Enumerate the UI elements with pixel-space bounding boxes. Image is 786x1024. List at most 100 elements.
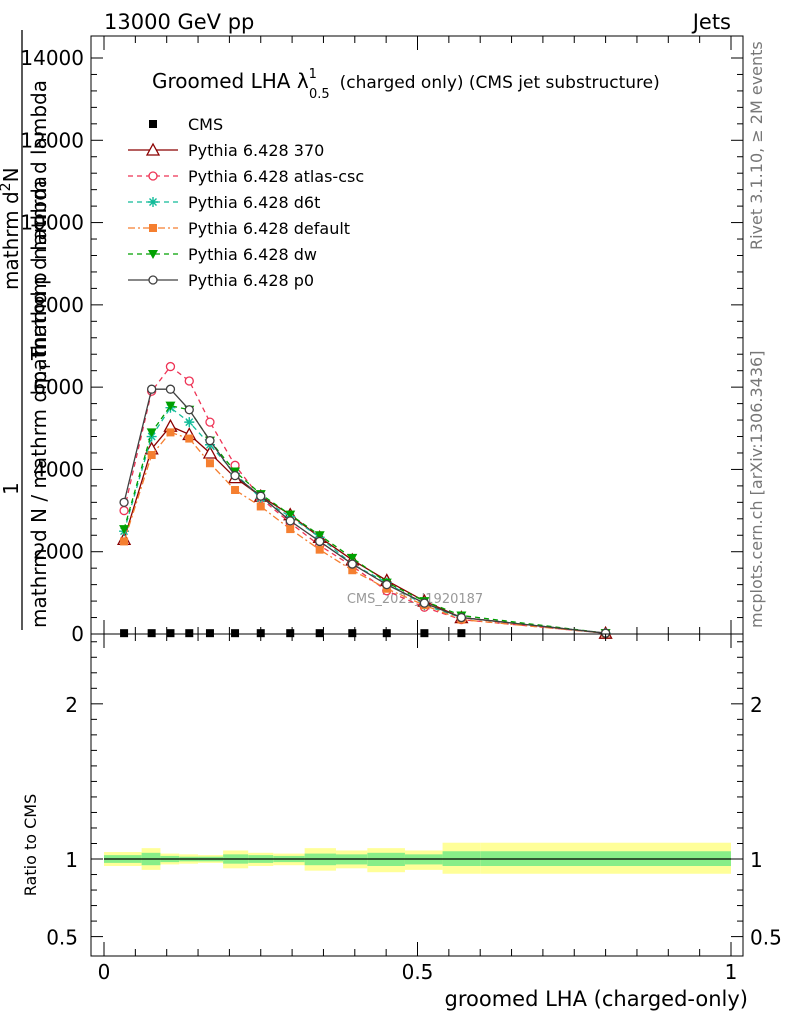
data-point-p0 [205, 435, 215, 446]
ytick-label: 0 [71, 622, 84, 646]
main-ylabel: 1 mathrm d N / mathrm d pT mathrm d lamb… [0, 30, 54, 630]
data-point-default [256, 502, 265, 511]
xtick-labels: 0 0.5 1 [98, 960, 738, 984]
header-right: Jets [691, 10, 731, 34]
legend-label-atlas_csc: Pythia 6.428 atlas-csc [188, 167, 364, 186]
data-point-p0 [147, 384, 157, 394]
watermark: CMS_2021_I1920187 [347, 592, 483, 607]
data-point-p0 [456, 612, 467, 623]
data-point-cms [231, 629, 240, 638]
data-point-d6t [184, 417, 195, 428]
legend-label-d6t: Pythia 6.428 d6t [188, 193, 320, 212]
data-point-cms [315, 629, 324, 638]
ylabel-sub-t: T [38, 362, 54, 372]
xtick-label: 0 [98, 960, 111, 984]
data-point-cms [166, 629, 175, 638]
ratio-ytick-label: 1 [65, 848, 78, 872]
data-point-default [348, 566, 357, 575]
title-sup: 1 [309, 67, 317, 82]
data-point-p0 [256, 491, 266, 501]
legend-label-p0: Pythia 6.428 p0 [188, 271, 314, 290]
data-point-p0 [315, 536, 325, 547]
data-point-cms [147, 629, 156, 638]
legend-entry-d6t: Pythia 6.428 d6t [128, 193, 320, 212]
legend-marker-atlas_csc [148, 171, 158, 181]
x-axis-label: groomed LHA (charged-only) [445, 987, 748, 1011]
series-line-dw [123, 404, 606, 634]
legend-label-p370: Pythia 6.428 370 [188, 141, 324, 160]
data-point-default [185, 434, 194, 443]
ratio-ytick-label-right: 2 [750, 693, 763, 717]
data-point-cms [457, 629, 466, 638]
main-ytick-labels: 0 2000 4000 6000 8000 10000 12000 14000 [20, 46, 84, 646]
data-point-p0 [382, 579, 392, 590]
data-point-dw [285, 510, 296, 520]
data-point-cms [120, 629, 129, 638]
data-point-cms [382, 629, 391, 638]
data-point-cms [185, 629, 194, 638]
data-point-cms [348, 629, 357, 638]
ratio-ytick-label-right: 1 [750, 848, 763, 872]
ylabel-one: 1 [0, 482, 23, 495]
main-panel: 0 2000 4000 6000 8000 10000 12000 14000 1 mathr… [0, 30, 744, 646]
data-point-p370 [202, 445, 218, 459]
ratio-axis-ticks [91, 634, 743, 956]
data-point-atlas_csc [119, 505, 129, 516]
data-point-p0 [285, 516, 295, 526]
legend-entry-default: Pythia 6.428 default [128, 219, 350, 238]
data-point-atlas_csc [165, 361, 176, 372]
legend-label-default: Pythia 6.428 default [188, 219, 350, 238]
ytick-label: 4000 [33, 457, 84, 481]
main-series [116, 361, 613, 639]
legend-entry-cms: CMS [149, 115, 223, 134]
ytick-label: 10000 [20, 211, 84, 235]
ytick-label: 6000 [33, 375, 84, 399]
ylabel-overlay-2: T [27, 347, 51, 361]
data-point-default [166, 428, 175, 437]
ytick-label: 14000 [20, 46, 84, 70]
rivet-label: Rivet 3.1.10, ≥ 2M events [747, 41, 766, 250]
data-point-dw [119, 525, 130, 535]
legend-marker-p0 [148, 275, 158, 285]
data-point-dw [347, 553, 358, 563]
data-point-p0 [165, 384, 176, 394]
ytick-label: 2000 [33, 540, 84, 564]
ytick-label: 12000 [20, 128, 84, 152]
ratio-ylabel: Ratio to CMS [21, 794, 40, 896]
data-point-dw [165, 401, 176, 411]
chart-title: Groomed LHA λ1 0.5(charged only) (CMS jet… [152, 67, 660, 102]
legend-entry-atlas_csc: Pythia 6.428 atlas-csc [128, 167, 364, 186]
legend-label-dw: Pythia 6.428 dw [188, 245, 317, 264]
data-point-dw [146, 428, 157, 438]
data-point-cms [205, 629, 214, 638]
ylabel-numerator: mathrm d2N [0, 167, 23, 290]
data-point-default [120, 537, 129, 546]
data-point-default [205, 459, 214, 468]
legend-entry-p370: Pythia 6.428 370 [128, 141, 324, 160]
data-point-p0 [119, 497, 129, 507]
data-point-default [286, 525, 295, 534]
legend-marker-cms [149, 120, 157, 128]
series-cms [120, 629, 610, 638]
data-point-cms [286, 629, 295, 638]
ratio-ytick-labels: 0.5 0.5 1 1 2 2 [46, 693, 782, 950]
ratio-bands [104, 842, 731, 874]
xtick-label: 0.5 [402, 960, 434, 984]
data-point-atlas_csc [184, 376, 194, 386]
legend-marker-default [149, 224, 157, 232]
xtick-label: 1 [725, 960, 738, 984]
data-point-default [315, 545, 324, 554]
ratio-panel: 0.5 0.5 1 1 2 2 0 0.5 1 Ratio to CMS groomed LH… [21, 633, 782, 1011]
legend-marker-p370 [145, 142, 161, 156]
ytick-label: 8000 [33, 293, 84, 317]
ratio-ytick-label: 2 [65, 693, 78, 717]
ylabel-denominator: mathrm d N / mathrm d pT mathrm d lambda [27, 176, 54, 628]
header-left: 13000 GeV pp [104, 10, 254, 34]
ratio-ytick-label: 0.5 [46, 926, 78, 950]
mcplots-label: mcplots.cern.ch [arXiv:1306.3436] [747, 351, 766, 628]
data-point-p0 [230, 470, 240, 481]
legend-marker-dw [148, 250, 158, 259]
data-point-atlas_csc [205, 417, 215, 427]
legend-entry-dw: Pythia 6.428 dw [128, 245, 317, 264]
data-point-cms [256, 629, 265, 638]
